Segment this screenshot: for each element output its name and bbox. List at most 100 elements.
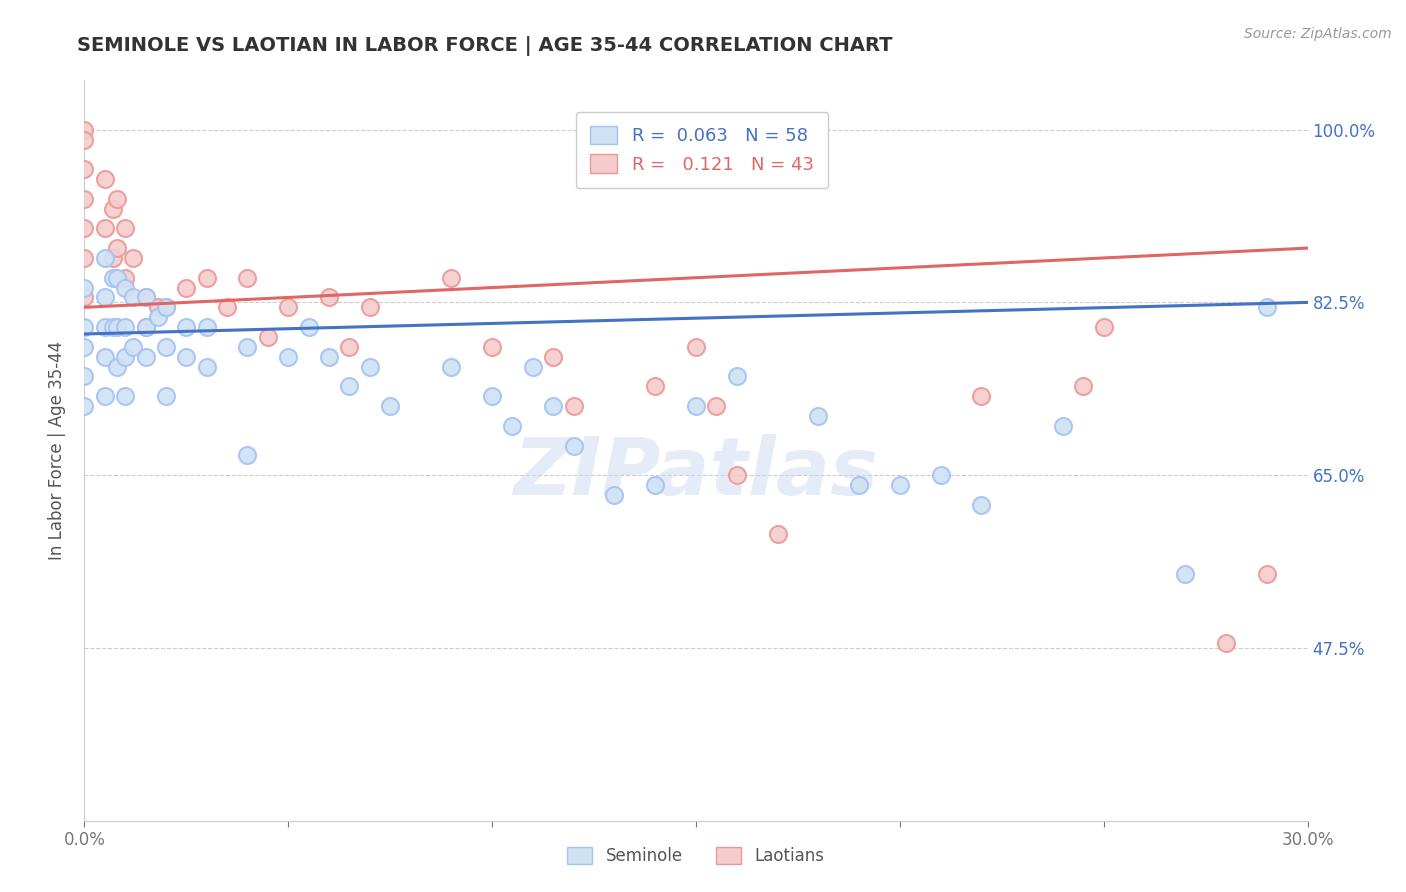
Point bbox=[73, 280, 96, 294]
Point bbox=[725, 369, 748, 384]
Point bbox=[114, 350, 136, 364]
Point bbox=[440, 270, 463, 285]
Point bbox=[135, 290, 157, 304]
Point bbox=[105, 320, 128, 334]
Point bbox=[105, 241, 128, 255]
Point bbox=[105, 192, 128, 206]
Point bbox=[1215, 636, 1237, 650]
Point bbox=[236, 449, 259, 463]
Point bbox=[481, 389, 503, 403]
Point bbox=[706, 399, 728, 413]
Point bbox=[135, 350, 157, 364]
Point bbox=[114, 270, 136, 285]
Point bbox=[101, 320, 124, 334]
Point bbox=[122, 290, 145, 304]
Point bbox=[562, 438, 585, 452]
Point bbox=[359, 301, 381, 315]
Point bbox=[543, 350, 565, 364]
Point bbox=[889, 478, 911, 492]
Point bbox=[73, 221, 96, 235]
Point bbox=[101, 270, 124, 285]
Point bbox=[440, 359, 463, 374]
Point bbox=[195, 320, 218, 334]
Point bbox=[766, 527, 789, 541]
Point bbox=[73, 320, 96, 334]
Point bbox=[195, 270, 218, 285]
Point bbox=[122, 251, 145, 265]
Point bbox=[603, 488, 626, 502]
Point bbox=[339, 340, 361, 354]
Point bbox=[93, 221, 115, 235]
Point bbox=[135, 320, 157, 334]
Point bbox=[135, 320, 157, 334]
Y-axis label: In Labor Force | Age 35-44: In Labor Force | Age 35-44 bbox=[48, 341, 66, 560]
Point bbox=[105, 270, 128, 285]
Point bbox=[298, 320, 321, 334]
Point bbox=[155, 340, 177, 354]
Point bbox=[1073, 379, 1095, 393]
Point bbox=[146, 310, 169, 325]
Point bbox=[725, 468, 748, 483]
Point bbox=[195, 359, 218, 374]
Point bbox=[685, 340, 707, 354]
Point bbox=[114, 221, 136, 235]
Point bbox=[277, 350, 299, 364]
Point bbox=[236, 270, 259, 285]
Point bbox=[93, 320, 115, 334]
Point bbox=[155, 301, 177, 315]
Point bbox=[174, 280, 197, 294]
Point bbox=[970, 498, 993, 512]
Point bbox=[73, 132, 96, 146]
Point bbox=[93, 290, 115, 304]
Point bbox=[93, 389, 115, 403]
Point bbox=[114, 389, 136, 403]
Point bbox=[155, 301, 177, 315]
Point bbox=[318, 350, 340, 364]
Point bbox=[93, 251, 115, 265]
Point bbox=[105, 359, 128, 374]
Point bbox=[1092, 320, 1115, 334]
Text: Source: ZipAtlas.com: Source: ZipAtlas.com bbox=[1244, 27, 1392, 41]
Point bbox=[644, 379, 666, 393]
Point bbox=[73, 399, 96, 413]
Point bbox=[562, 399, 585, 413]
Point bbox=[502, 418, 524, 433]
Point bbox=[970, 389, 993, 403]
Point bbox=[174, 320, 197, 334]
Point bbox=[114, 320, 136, 334]
Point bbox=[93, 350, 115, 364]
Point bbox=[101, 251, 124, 265]
Point bbox=[339, 379, 361, 393]
Point bbox=[155, 389, 177, 403]
Point bbox=[318, 290, 340, 304]
Point bbox=[73, 162, 96, 177]
Text: ZIPatlas: ZIPatlas bbox=[513, 434, 879, 512]
Point bbox=[277, 301, 299, 315]
Point bbox=[543, 399, 565, 413]
Point bbox=[146, 301, 169, 315]
Point bbox=[848, 478, 870, 492]
Point bbox=[135, 290, 157, 304]
Point bbox=[380, 399, 402, 413]
Point bbox=[101, 202, 124, 216]
Point bbox=[217, 301, 239, 315]
Point bbox=[73, 192, 96, 206]
Legend: Seminole, Laotians: Seminole, Laotians bbox=[561, 840, 831, 871]
Point bbox=[114, 280, 136, 294]
Point bbox=[174, 350, 197, 364]
Point bbox=[522, 359, 544, 374]
Text: SEMINOLE VS LAOTIAN IN LABOR FORCE | AGE 35-44 CORRELATION CHART: SEMINOLE VS LAOTIAN IN LABOR FORCE | AGE… bbox=[77, 36, 893, 55]
Point bbox=[481, 340, 503, 354]
Point bbox=[73, 122, 96, 136]
Point bbox=[1256, 301, 1278, 315]
Point bbox=[1052, 418, 1074, 433]
Point bbox=[685, 399, 707, 413]
Point bbox=[257, 330, 280, 344]
Point bbox=[93, 172, 115, 186]
Point bbox=[644, 478, 666, 492]
Point bbox=[73, 290, 96, 304]
Point bbox=[807, 409, 830, 423]
Point bbox=[236, 340, 259, 354]
Point bbox=[73, 251, 96, 265]
Point bbox=[122, 340, 145, 354]
